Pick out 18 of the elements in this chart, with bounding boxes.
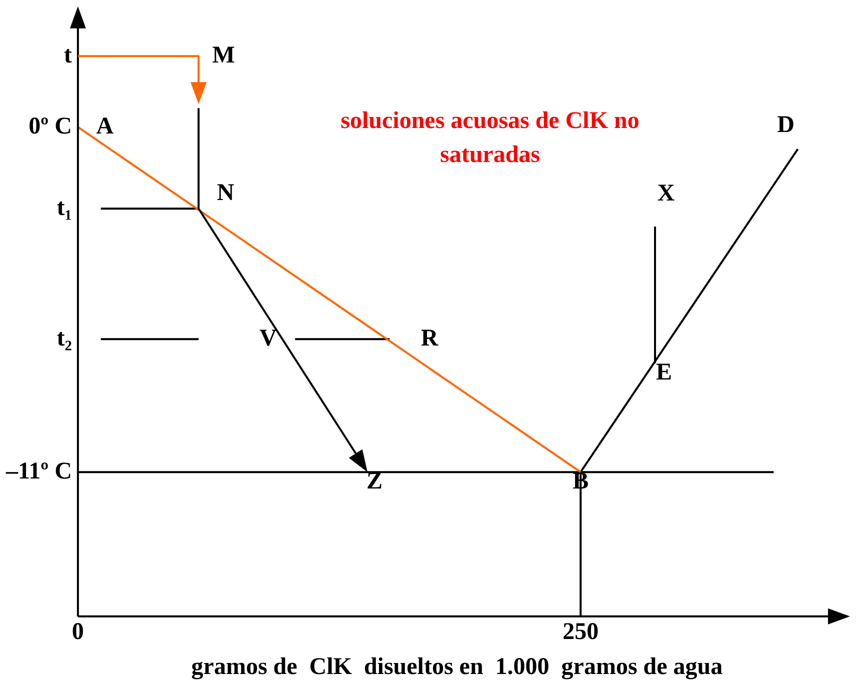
annotation: soluciones acuosas de ClK no saturadas [340, 107, 640, 170]
y-tick-label: t₁ [56, 194, 72, 221]
x-tick-label: 250 [562, 619, 599, 646]
x-axis-title: gramos de ClK disueltos en 1.000 gramos de agua [191, 654, 723, 680]
x-tick-label: 0 [72, 619, 84, 646]
y-tick-label: 0º C [28, 113, 72, 140]
annotation: D [777, 112, 794, 138]
y-tick-label: t [64, 42, 72, 68]
annotation: X [657, 180, 676, 207]
annotation: M [212, 42, 235, 68]
annotation: Z [366, 468, 382, 494]
y-tick-label: –11º C [4, 458, 72, 484]
annotation: R [420, 325, 439, 352]
annotation: N [216, 180, 235, 206]
annotation: V [260, 325, 278, 352]
annotation: A [96, 113, 114, 140]
y-tick-label: t₂ [56, 325, 72, 352]
annotation: E [656, 360, 672, 386]
